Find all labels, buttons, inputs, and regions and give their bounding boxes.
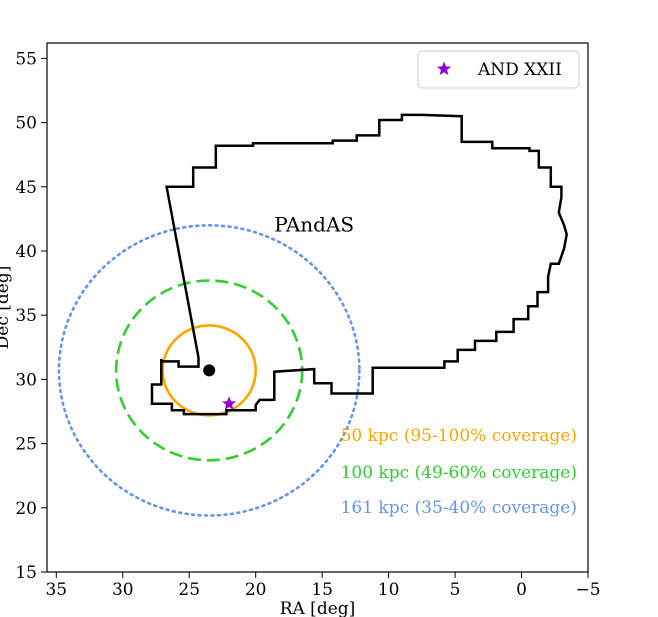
y-tick-label: 30 [15, 370, 37, 390]
legend-box [417, 50, 580, 89]
x-tick-label: 25 [178, 580, 200, 600]
legend-label: AND XXII [477, 60, 562, 80]
y-axis-label: Dec [deg] [0, 266, 13, 350]
x-tick-label: 20 [245, 580, 267, 600]
x-tick-label: 0 [516, 580, 527, 600]
m31-center-marker [203, 364, 216, 377]
x-tick-label: 15 [311, 580, 333, 600]
legend: AND XXII [417, 50, 580, 89]
legend-star-icon [436, 61, 452, 76]
y-tick-label: 15 [15, 563, 37, 583]
x-tick-label: 10 [378, 580, 400, 600]
y-tick-label: 55 [15, 49, 37, 69]
x-axis-label: RA [deg] [280, 599, 356, 617]
y-tick-label: 40 [15, 242, 37, 262]
x-tick-label: 5 [450, 580, 461, 600]
coverage-label-3: 161 kpc (35-40% coverage) [341, 498, 577, 518]
y-tick-label: 25 [15, 435, 37, 455]
y-tick-label: 20 [15, 499, 37, 519]
coverage-label-2: 100 kpc (49-60% coverage) [341, 463, 577, 483]
y-tick-label: 45 [15, 178, 37, 198]
y-tick-label: 35 [15, 306, 37, 326]
axes-frame [46, 42, 589, 573]
x-tick-label: −5 [575, 580, 600, 600]
plot-marks: PAndAS 50 kpc (95-100% coverage) 100 kpc (… [57, 113, 577, 518]
y-tick-label: 50 [15, 114, 37, 134]
pandas-footprint-outline [150, 113, 568, 416]
and-xxii-star-marker [222, 396, 237, 410]
x-tick-label: 30 [112, 580, 134, 600]
coverage-circle-3-5deg [161, 324, 257, 417]
coverage-label-1: 50 kpc (95-100% coverage) [341, 426, 577, 446]
pandas-annotation: PAndAS [274, 213, 354, 237]
coverage-circle-11-3deg [57, 224, 361, 517]
x-tick-label: 35 [45, 580, 67, 600]
